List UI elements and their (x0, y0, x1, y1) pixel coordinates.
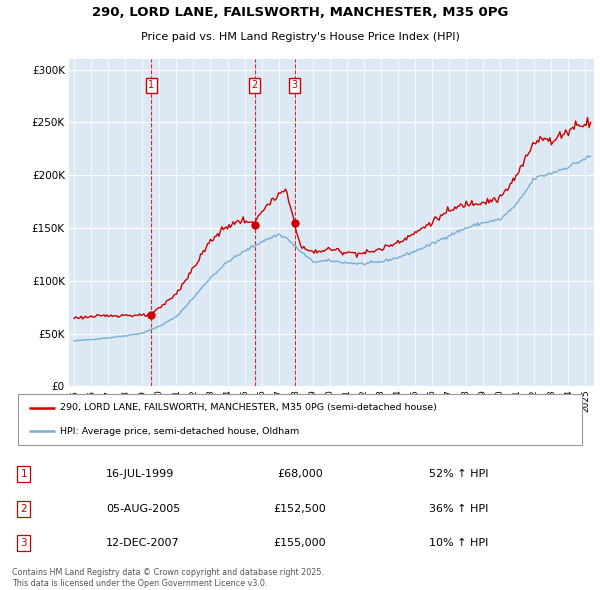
Text: Price paid vs. HM Land Registry's House Price Index (HPI): Price paid vs. HM Land Registry's House … (140, 32, 460, 42)
Text: Contains HM Land Registry data © Crown copyright and database right 2025.
This d: Contains HM Land Registry data © Crown c… (12, 568, 324, 588)
Text: 1: 1 (20, 470, 27, 479)
Text: 52% ↑ HPI: 52% ↑ HPI (430, 470, 489, 479)
Text: 12-DEC-2007: 12-DEC-2007 (106, 539, 179, 548)
Text: £155,000: £155,000 (274, 539, 326, 548)
Text: 2: 2 (20, 504, 27, 514)
Text: £68,000: £68,000 (277, 470, 323, 479)
Text: HPI: Average price, semi-detached house, Oldham: HPI: Average price, semi-detached house,… (60, 427, 299, 436)
Text: 16-JUL-1999: 16-JUL-1999 (106, 470, 175, 479)
Text: £152,500: £152,500 (274, 504, 326, 514)
Text: 10% ↑ HPI: 10% ↑ HPI (430, 539, 489, 548)
Text: 05-AUG-2005: 05-AUG-2005 (106, 504, 180, 514)
Text: 36% ↑ HPI: 36% ↑ HPI (430, 504, 489, 514)
Text: 3: 3 (292, 80, 298, 90)
Text: 1: 1 (148, 80, 155, 90)
Text: 3: 3 (20, 539, 27, 548)
Text: 290, LORD LANE, FAILSWORTH, MANCHESTER, M35 0PG: 290, LORD LANE, FAILSWORTH, MANCHESTER, … (92, 6, 508, 19)
Text: 290, LORD LANE, FAILSWORTH, MANCHESTER, M35 0PG (semi-detached house): 290, LORD LANE, FAILSWORTH, MANCHESTER, … (60, 403, 437, 412)
Text: 2: 2 (251, 80, 258, 90)
